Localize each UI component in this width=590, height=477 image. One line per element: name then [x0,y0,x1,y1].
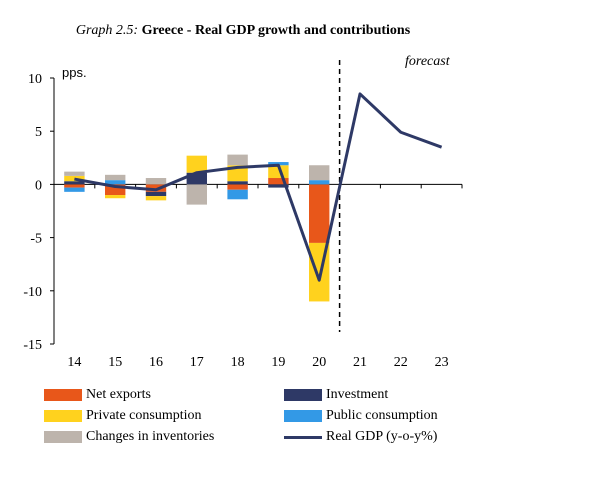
bar-net-exports [64,184,85,188]
bar-net-exports [227,184,248,190]
legend-item-changes-in-inventories: Changes in inventories [44,428,214,446]
bar-investment [268,184,289,188]
x-tick-label: 17 [190,355,204,370]
bar-changes-in-inventories [186,184,207,205]
bar-changes-in-inventories [64,171,85,176]
y-axis-label: pps. [62,65,87,80]
y-tick-label: 10 [28,72,42,87]
bar-investment [64,181,85,185]
legend-label-changes-in-inventories: Changes in inventories [86,429,215,444]
chart-title: Graph 2.5: Greece - Real GDP growth and … [0,22,486,39]
bar-public-consumption [105,180,126,185]
bar-investment [227,181,248,185]
x-tick-label: 19 [271,355,285,370]
legend-item-private-consumption: Private consumption [44,407,202,425]
x-tick-label: 14 [67,355,81,370]
legend-label-public-consumption: Public consumption [326,408,438,423]
legend-swatch-changes-in-inventories [44,431,82,443]
legend-item-real-gdp: Real GDP (y-o-y%) [284,428,437,446]
bar-public-consumption [268,162,289,166]
bar-private-consumption [186,155,207,173]
bar-changes-in-inventories [227,154,248,166]
forecast-annotation: forecast [405,54,451,69]
legend-item-public-consumption: Public consumption [284,407,438,425]
bar-public-consumption [309,180,330,185]
y-tick-label: 5 [35,125,42,140]
bar-private-consumption [64,175,85,182]
bar-public-consumption [227,189,248,200]
x-tick-label: 16 [149,355,163,370]
x-tick-label: 20 [312,355,326,370]
bar-net-exports [268,178,289,185]
bar-public-consumption [64,187,85,192]
chart-title-prefix: Graph 2.5: [75,23,139,38]
bar-private-consumption [105,195,126,199]
bar-changes-in-inventories [309,165,330,181]
chart-axes: 10 5 0 -5 -10 -15 14 15 16 17 18 19 20 21 22 23 [23,60,463,370]
chart-line [74,92,443,282]
x-tick-label: 23 [435,355,449,370]
legend-item-investment: Investment [284,386,388,404]
legend-label-real-gdp: Real GDP (y-o-y%) [326,429,438,444]
bar-investment [145,191,167,197]
y-tick-label: -15 [23,338,42,353]
legend-item-net-exports: Net exports [44,386,151,404]
x-tick-label: 21 [353,355,367,370]
x-tick-label: 15 [108,355,122,370]
legend-swatch-real-gdp [284,435,322,439]
legend-swatch-investment [284,389,322,401]
chart-plot: 10 5 0 -5 -10 -15 14 15 16 17 18 19 20 21 22 23 pps. fo… [23,54,463,370]
chart-bars [64,154,330,302]
x-tick-label: 22 [394,355,408,370]
bar-changes-in-inventories [105,174,126,181]
bar-private-consumption [145,196,167,201]
bar-changes-in-inventories [145,178,167,185]
legend-label-investment: Investment [326,387,389,402]
bar-net-exports [309,184,330,243]
legend-swatch-private-consumption [44,410,82,422]
x-tick-label: 18 [231,355,245,370]
chart-title-text: Greece - Real GDP growth and contributio… [141,23,411,38]
legend-swatch-net-exports [44,389,82,401]
legend-label-net-exports: Net exports [86,387,151,402]
y-tick-label: -10 [23,285,42,300]
bar-private-consumption [268,165,289,179]
y-tick-label: 0 [35,178,42,193]
gdp-line [74,92,443,282]
bar-investment [186,172,207,185]
bar-net-exports [105,184,126,196]
legend-label-private-consumption: Private consumption [86,408,202,423]
legend-swatch-public-consumption [284,410,322,422]
y-tick-label: -5 [30,232,42,247]
